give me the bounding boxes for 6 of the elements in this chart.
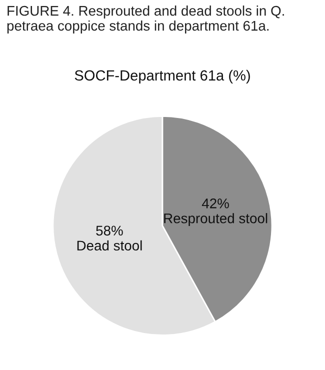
slice-label: Resprouted stool	[164, 213, 268, 226]
data-label: 42%	[202, 198, 229, 208]
slice-label: Dead stool	[77, 240, 142, 251]
chart-title: SOCF-Department 61a (%)	[74, 70, 250, 84]
caption: FIGURE 4. Resprouted and dead stools in Q. petraea coppice stands in department 61a.	[7, 6, 284, 34]
data-label: 58%	[96, 226, 123, 236]
